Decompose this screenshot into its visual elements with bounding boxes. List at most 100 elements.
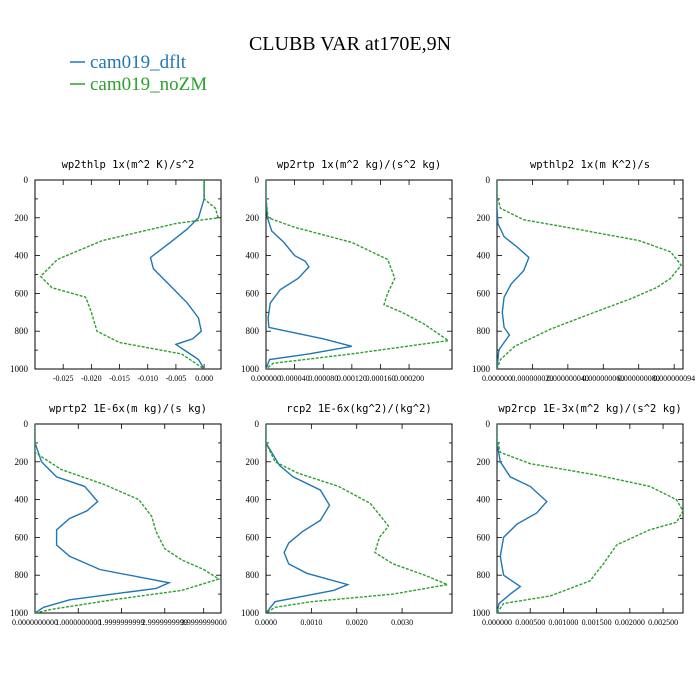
panel-2: wp2rtp 1x(m^2 kg)/(s^2 kg) 0 200 400 600 800 1… <box>241 159 453 383</box>
y-tick-label: 1000 <box>10 608 29 618</box>
x-tick-label: 0.001000 <box>548 618 578 627</box>
y-tick-label: 1000 <box>10 364 29 374</box>
x-tick-label: -0.025 <box>53 374 74 383</box>
y-tick-label: 0 <box>486 175 491 185</box>
panel-title: wp2thlp 1x(m^2 K)/s^2 <box>62 159 195 171</box>
series-line-dflt <box>266 180 352 369</box>
series-line-noZM <box>497 180 683 369</box>
y-tick-label: 200 <box>15 213 29 223</box>
y-tick-label: 800 <box>246 326 260 336</box>
y-tick-label: 0 <box>255 175 260 185</box>
x-tick-label: 1.0000000000 <box>55 618 101 627</box>
plot-frame <box>265 423 453 614</box>
series-line-dflt <box>266 424 350 613</box>
x-tick-label: -0.005 <box>166 374 187 383</box>
y-tick-label: 800 <box>477 326 491 336</box>
y-tick-label: 1000 <box>241 608 260 618</box>
panel-title: wp2rtp 1x(m^2 kg)/(s^2 kg) <box>277 159 441 171</box>
x-tick-label: 0.000000060 <box>582 374 624 383</box>
x-tick-label: 0.000000040 <box>547 374 589 383</box>
x-tick-label: 0.000000094 <box>653 374 695 383</box>
x-tick-label: 0.002500 <box>648 618 678 627</box>
series-line-dflt <box>35 424 172 613</box>
y-tick-label: 600 <box>15 288 29 298</box>
x-tick-label: 0.0020 <box>346 618 368 627</box>
y-tick-label: 600 <box>246 288 260 298</box>
panel-5: rcp2 1E-6x(kg^2)/(kg^2) 0 200 400 600 800 1000… <box>241 403 453 627</box>
panel-title: wp2rcp 1E-3x(m^2 kg)/(s^2 kg) <box>498 403 681 415</box>
figure-title: CLUBB VAR at170E,9N <box>249 33 451 55</box>
y-tick-label: 0 <box>24 175 29 185</box>
x-tick-label: 0.000160 <box>365 374 395 383</box>
y-tick-label: 1000 <box>472 364 491 374</box>
y-tick-label: 600 <box>477 288 491 298</box>
y-tick-label: 400 <box>246 495 260 505</box>
x-tick-label: 0.001500 <box>582 618 612 627</box>
plot-frame <box>496 423 684 614</box>
x-tick-label: 0.0010 <box>300 618 322 627</box>
series-line-noZM <box>266 424 450 613</box>
y-tick-label: 800 <box>246 570 260 580</box>
x-tick-label: -0.010 <box>137 374 158 383</box>
y-tick-label: 0 <box>255 419 260 429</box>
y-tick-label: 400 <box>15 251 29 261</box>
legend: cam019_dflt cam019_noZM <box>70 52 207 95</box>
y-tick-label: 600 <box>246 532 260 542</box>
x-tick-label: 0.000000 <box>482 374 512 383</box>
y-tick-label: 400 <box>477 251 491 261</box>
x-tick-label: 0.0000 <box>255 618 277 627</box>
y-tick-label: 1000 <box>241 364 260 374</box>
x-tick-label: 0.000120 <box>337 374 367 383</box>
x-tick-label: 2.9999999999 <box>142 618 188 627</box>
x-tick-label: 1.9999999999 <box>99 618 145 627</box>
y-tick-label: 600 <box>15 532 29 542</box>
panel-title: rcp2 1E-6x(kg^2)/(kg^2) <box>286 403 431 415</box>
series-line-noZM <box>35 424 221 613</box>
panel-1: wp2thlp 1x(m^2 K)/s^2 0 200 400 600 800 1000 -0… <box>10 159 222 383</box>
y-tick-label: 1000 <box>472 608 491 618</box>
panel-4: wprtp2 1E-6x(m kg)/(s kg) 0 200 400 600 800 10… <box>10 403 227 627</box>
y-tick-label: 400 <box>477 495 491 505</box>
x-tick-label: 0.000500 <box>515 618 545 627</box>
x-tick-label: 3.9999999000 <box>181 618 227 627</box>
y-tick-label: 400 <box>246 251 260 261</box>
series-line-noZM <box>266 180 451 369</box>
plot-frame <box>265 179 453 370</box>
y-tick-label: 400 <box>15 495 29 505</box>
y-tick-label: 200 <box>15 457 29 467</box>
x-tick-label: 0.000 <box>195 374 213 383</box>
panel-6: wp2rcp 1E-3x(m^2 kg)/(s^2 kg) 0 200 400 600 8… <box>472 403 684 627</box>
panel-title: wprtp2 1E-6x(m kg)/(s kg) <box>49 403 207 415</box>
y-tick-label: 200 <box>477 213 491 223</box>
series-line-dflt <box>149 180 205 369</box>
x-tick-label: 0.002000 <box>615 618 645 627</box>
series-line-dflt <box>497 424 548 613</box>
x-tick-label: 0.000040 <box>280 374 310 383</box>
y-tick-label: 800 <box>15 326 29 336</box>
x-tick-label: 0.000080 <box>308 374 338 383</box>
y-tick-label: 800 <box>15 570 29 580</box>
y-tick-label: 0 <box>486 419 491 429</box>
y-tick-label: 600 <box>477 532 491 542</box>
panels: wp2thlp 1x(m^2 K)/s^2 0 200 400 600 800 1000 -0… <box>10 159 695 627</box>
y-tick-label: 0 <box>24 419 29 429</box>
series-line-dflt <box>497 180 530 369</box>
y-tick-label: 200 <box>477 457 491 467</box>
panel-3: wpthlp2 1x(m K^2)/s020040060080010000.00… <box>472 159 695 383</box>
x-tick-label: -0.015 <box>109 374 130 383</box>
panel-title: wpthlp2 1x(m K^2)/s <box>530 159 650 171</box>
x-tick-label: 0.000000 <box>251 374 281 383</box>
x-tick-label: 0.000200 <box>394 374 424 383</box>
y-tick-label: 800 <box>477 570 491 580</box>
x-tick-label: 0.0000000000 <box>12 618 58 627</box>
legend-label-dflt: cam019_dflt <box>90 52 187 73</box>
x-tick-label: 0.000000080 <box>618 374 660 383</box>
x-tick-label: 0.000000 <box>482 618 512 627</box>
series-line-noZM <box>39 180 220 369</box>
x-tick-label: 0.000000020 <box>511 374 553 383</box>
plot-frame <box>34 179 222 370</box>
y-tick-label: 200 <box>246 457 260 467</box>
x-tick-label: 0.0030 <box>391 618 413 627</box>
plot-frame <box>34 423 222 614</box>
